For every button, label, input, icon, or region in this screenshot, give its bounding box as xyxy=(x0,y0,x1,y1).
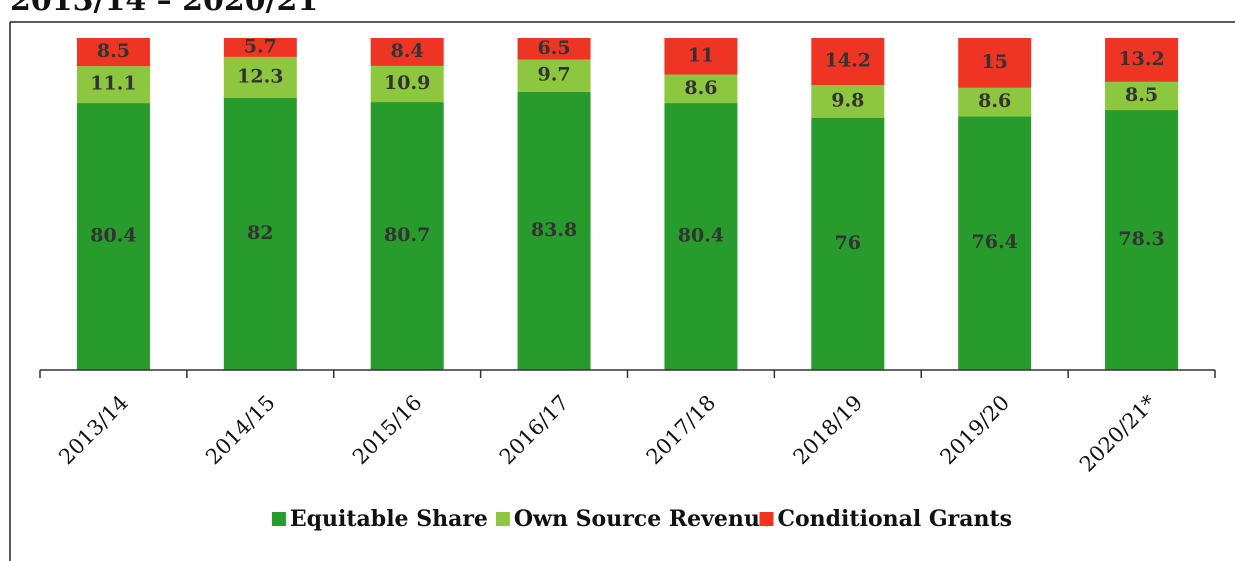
bar-segment xyxy=(517,91,591,370)
bar-segment xyxy=(517,38,591,60)
chart-title: 2013/14 – 2020/21 xyxy=(10,0,318,18)
legend-swatch xyxy=(495,512,510,526)
legend-label: Conditional Grants xyxy=(778,506,1013,532)
data-label: 83.8 xyxy=(531,219,577,241)
legend-swatch xyxy=(271,512,286,526)
legend-label: Equitable Share xyxy=(290,506,488,532)
data-label: 80.7 xyxy=(384,224,430,246)
data-label: 12.3 xyxy=(237,65,283,87)
x-tick-label: 2014/15 xyxy=(201,390,280,469)
bar-segment xyxy=(76,38,150,67)
data-label: 76.4 xyxy=(972,231,1018,253)
bar-segment xyxy=(664,38,738,75)
bar-segment xyxy=(370,65,444,103)
data-label: 78.3 xyxy=(1118,228,1164,250)
data-label: 11.1 xyxy=(90,73,136,95)
x-tick-label: 2017/18 xyxy=(642,390,721,469)
data-label: 11 xyxy=(688,44,714,66)
data-label: 5.7 xyxy=(244,35,277,57)
bar-segment xyxy=(76,66,150,104)
data-label: 9.8 xyxy=(831,89,864,111)
data-label: 80.4 xyxy=(678,225,724,247)
data-label: 8.6 xyxy=(978,90,1011,112)
bar-segment xyxy=(664,103,738,371)
bar-segment xyxy=(958,87,1032,117)
data-label: 82 xyxy=(247,222,273,244)
x-tick-label: 2015/16 xyxy=(348,390,427,469)
bar-segment xyxy=(223,56,297,98)
bar-segment xyxy=(223,97,297,370)
data-label: 13.2 xyxy=(1118,48,1164,70)
x-tick-label: 2018/19 xyxy=(789,390,868,469)
bar-segment xyxy=(664,74,738,104)
bar-segment xyxy=(1105,38,1179,82)
x-tick-label: 2019/20 xyxy=(935,390,1014,469)
x-tick-label: 2013/14 xyxy=(54,390,133,469)
data-label: 15 xyxy=(981,51,1007,73)
bar-segment xyxy=(370,38,444,66)
bar-segment xyxy=(223,38,297,57)
bar-segment xyxy=(370,102,444,371)
x-tick-label: 2020/21* xyxy=(1075,390,1161,476)
bar-segment xyxy=(811,85,885,118)
legend-swatch xyxy=(759,512,774,526)
data-label: 8.6 xyxy=(684,77,717,99)
legend: Equitable Share Own Source Revenue Conditi… xyxy=(271,506,1013,532)
bar-segment xyxy=(958,116,1032,371)
data-label: 8.5 xyxy=(1125,84,1158,106)
data-label: 8.5 xyxy=(97,40,130,62)
data-label: 9.7 xyxy=(538,64,571,86)
data-label: 8.4 xyxy=(391,40,424,62)
bar-segment xyxy=(811,117,885,371)
data-label: 80.4 xyxy=(90,225,136,247)
data-label: 10.9 xyxy=(384,72,430,94)
bar-segment xyxy=(958,38,1032,88)
x-tick-label: 2016/17 xyxy=(495,390,574,469)
bar-segment xyxy=(811,38,885,86)
bar-segment xyxy=(76,103,150,371)
data-label: 6.5 xyxy=(538,37,571,59)
bar-segment xyxy=(1105,81,1179,111)
data-label: 76 xyxy=(835,232,861,254)
bar-segment xyxy=(517,59,591,92)
bar-segment xyxy=(1105,110,1179,370)
data-label: 14.2 xyxy=(825,50,871,72)
legend-label: Own Source Revenue xyxy=(514,506,774,532)
